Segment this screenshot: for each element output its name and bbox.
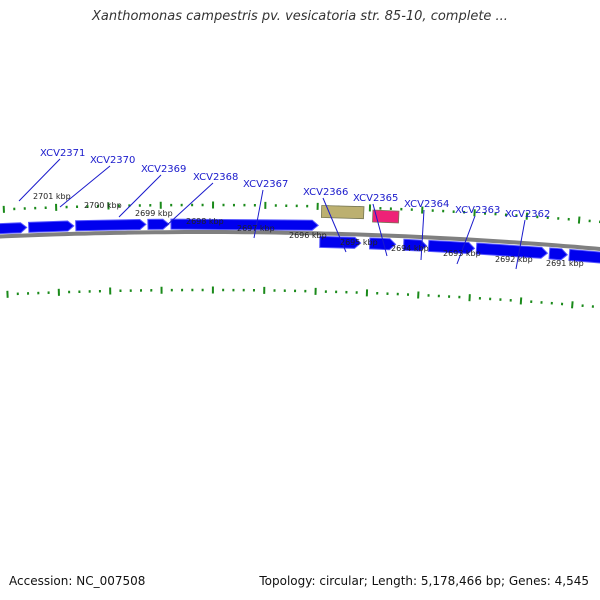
gene-arrow[interactable] — [548, 247, 569, 261]
gene-label[interactable]: XCV2369 — [141, 164, 186, 175]
gene-arrow[interactable] — [27, 220, 75, 233]
gene-arrow[interactable] — [0, 222, 28, 235]
gene-arrow[interactable] — [147, 218, 170, 230]
map-title: Xanthomonas campestris pv. vesicatoria s… — [92, 9, 508, 24]
label-leader-line — [18, 158, 61, 202]
gene-arrow[interactable] — [319, 235, 362, 249]
ruler-label: 2697 kbp — [237, 224, 275, 233]
gene-label[interactable]: XCV2363 — [455, 205, 500, 216]
gene-label-lines — [18, 158, 526, 270]
ruler-label: 2692 kbp — [495, 255, 533, 264]
label-leader-line — [118, 174, 162, 218]
ruler-tick — [571, 301, 574, 309]
inner-ruler-track — [6, 286, 594, 309]
gene-label[interactable]: XCV2367 — [243, 179, 288, 190]
ruler-label: 2699 kbp — [135, 209, 173, 218]
ruler-label: 2694 kbp — [391, 244, 429, 253]
ruler-label: 2696 kbp — [289, 231, 327, 240]
ruler-label: 2701 kbp — [33, 192, 71, 201]
gene-arrow[interactable] — [475, 242, 549, 259]
accession-text: Accession: NC_007508 — [9, 574, 146, 588]
gene-label[interactable]: XCV2370 — [90, 155, 135, 166]
ruler-label: 2693 kbp — [443, 249, 481, 258]
gene-label[interactable]: XCV2364 — [404, 199, 449, 210]
ruler-label: 2698 kbp — [186, 217, 224, 226]
gene-arrow[interactable] — [75, 218, 147, 232]
label-leader-line — [420, 209, 425, 261]
label-leader-line — [372, 203, 388, 257]
ruler-label: 2700 kbp — [84, 201, 122, 210]
gene-arrow[interactable] — [402, 238, 428, 252]
ruler-label: 2695 kbp — [340, 238, 378, 247]
gene-label[interactable]: XCV2368 — [193, 172, 238, 183]
gene-arrow[interactable] — [170, 218, 319, 231]
label-leader-line — [165, 182, 214, 227]
gene-track[interactable] — [0, 218, 600, 264]
feature-track[interactable] — [320, 205, 400, 224]
gene-arrow[interactable] — [568, 248, 600, 264]
gene-label[interactable]: XCV2366 — [303, 187, 348, 198]
gene-label[interactable]: XCV2362 — [505, 209, 550, 220]
ruler-labels: 2701 kbp 2700 kbp 2699 kbp 2698 kbp 2697… — [33, 192, 584, 268]
label-leader-line — [456, 215, 476, 265]
olive-feature-box[interactable] — [320, 205, 365, 220]
gene-label[interactable]: XCV2365 — [353, 193, 398, 204]
label-leader-line — [59, 165, 111, 208]
ruler-label: 2691 kbp — [546, 259, 584, 268]
label-leader-line — [253, 189, 264, 239]
gene-label[interactable]: XCV2371 — [40, 148, 85, 159]
gene-labels: XCV2371 XCV2370 XCV2369 XCV2368 XCV2367 … — [40, 148, 550, 220]
genome-backbone — [0, 230, 600, 251]
pink-feature-box[interactable] — [372, 209, 400, 224]
label-leader-line — [322, 197, 347, 253]
ruler-tick — [577, 216, 581, 224]
gene-arrow[interactable] — [368, 237, 397, 251]
genome-summary-text: Topology: circular; Length: 5,178,466 bp… — [259, 574, 589, 588]
label-leader-line — [515, 219, 526, 270]
